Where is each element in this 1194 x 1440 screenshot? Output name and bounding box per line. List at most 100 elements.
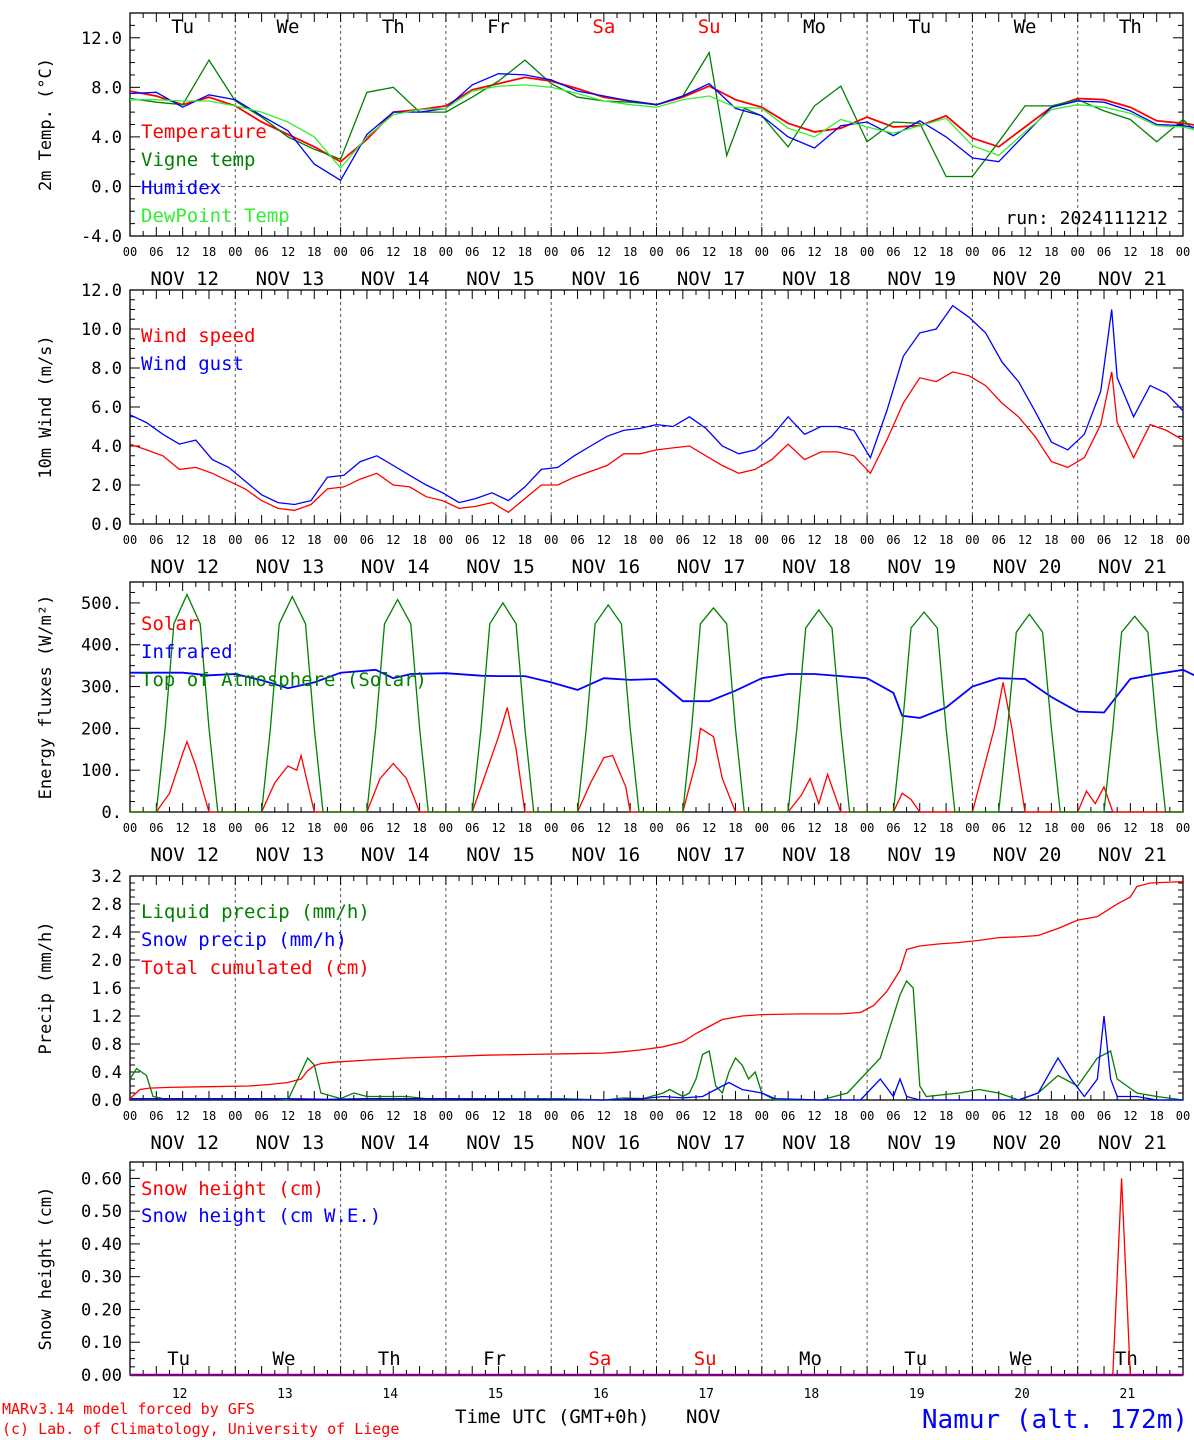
x-hour-label: 00 xyxy=(439,821,453,835)
legend-entry: Vigne temp xyxy=(141,149,255,171)
x-hour-label: 18 xyxy=(518,1109,532,1123)
x-hour-label: 00 xyxy=(544,533,558,547)
x-hour-label: 06 xyxy=(991,1109,1005,1123)
x-hour-label: 12 xyxy=(175,821,189,835)
x-hour-label: 12 xyxy=(702,821,716,835)
day-name-label: Sa xyxy=(588,1348,611,1370)
x-hour-label: 18 xyxy=(307,245,321,259)
x-date-label: NOV 21 xyxy=(1098,1132,1167,1154)
x-hour-label: 00 xyxy=(860,533,874,547)
x-hour-label: 12 xyxy=(913,245,927,259)
x-date-label: NOV 19 xyxy=(887,268,956,290)
day-name-label: Th xyxy=(1119,16,1142,38)
x-hour-label: 12 xyxy=(281,1109,295,1123)
x-hour-label: 12 xyxy=(1018,533,1032,547)
x-hour-label: 18 xyxy=(1044,533,1058,547)
y-tick-label: 0. xyxy=(102,803,122,823)
x-hour-label: 06 xyxy=(570,533,584,547)
legend-entry: Snow height (cm W.E.) xyxy=(141,1205,381,1227)
y-tick-label: 12.0 xyxy=(81,29,122,49)
x-hour-label: 06 xyxy=(254,533,268,547)
x-hour-label: 12 xyxy=(281,533,295,547)
x-day-number: 19 xyxy=(909,1387,925,1402)
day-name-label: We xyxy=(277,16,300,38)
x-date-label: NOV 13 xyxy=(256,844,325,866)
x-date-label: NOV 15 xyxy=(466,556,535,578)
x-hour-label: 18 xyxy=(518,821,532,835)
x-hour-label: 06 xyxy=(991,533,1005,547)
x-day-number: 15 xyxy=(488,1387,504,1402)
legend-entry: Snow precip (mm/h) xyxy=(141,929,347,951)
x-hour-label: 12 xyxy=(597,245,611,259)
x-date-label: NOV 12 xyxy=(150,556,219,578)
x-hour-label: 12 xyxy=(281,245,295,259)
x-hour-label: 18 xyxy=(412,533,426,547)
legend-entry: Snow height (cm) xyxy=(141,1178,324,1200)
x-hour-label: 18 xyxy=(1044,821,1058,835)
x-hour-label: 06 xyxy=(886,533,900,547)
x-hour-label: 00 xyxy=(123,533,137,547)
panel-temp: -4.0 0.0 4.0 8.0 12.0 2m Temp. (°C) 00 06 12 18 NO… xyxy=(36,12,1194,290)
x-hour-label: 00 xyxy=(123,245,137,259)
x-hour-label: 12 xyxy=(386,1109,400,1123)
x-hour-label: 00 xyxy=(1176,245,1190,259)
day-name-label: Th xyxy=(378,1348,401,1370)
x-date-label: NOV 16 xyxy=(572,268,641,290)
x-hour-label: 06 xyxy=(676,1109,690,1123)
y-tick-label: 0.8 xyxy=(91,1035,122,1055)
x-hour-label: 06 xyxy=(465,821,479,835)
x-hour-label: 12 xyxy=(807,821,821,835)
day-name-label: Th xyxy=(382,16,405,38)
day-name-label: We xyxy=(1010,1348,1033,1370)
legend-entry: Infrared xyxy=(141,641,233,663)
x-hour-label: 00 xyxy=(333,821,347,835)
x-hour-label: 00 xyxy=(755,533,769,547)
day-name-label: We xyxy=(273,1348,296,1370)
x-hour-label: 12 xyxy=(281,821,295,835)
x-hour-label: 00 xyxy=(439,533,453,547)
x-hour-label: 18 xyxy=(1149,533,1163,547)
x-hour-label: 12 xyxy=(1018,1109,1032,1123)
x-hour-label: 00 xyxy=(1176,533,1190,547)
x-hour-label: 00 xyxy=(649,1109,663,1123)
x-hour-label: 18 xyxy=(834,821,848,835)
day-name-label: Tu xyxy=(167,1348,190,1370)
x-hour-label: 18 xyxy=(412,245,426,259)
x-date-label: NOV 17 xyxy=(677,556,746,578)
x-hour-label: 18 xyxy=(202,533,216,547)
x-hour-label: 06 xyxy=(1097,1109,1111,1123)
x-hour-label: 12 xyxy=(175,1109,189,1123)
x-hour-label: 18 xyxy=(939,1109,953,1123)
x-hour-label: 06 xyxy=(570,1109,584,1123)
x-hour-label: 00 xyxy=(544,1109,558,1123)
x-date-label: NOV 17 xyxy=(677,1132,746,1154)
x-date-label: NOV 12 xyxy=(150,844,219,866)
day-name-label: Mo xyxy=(799,1348,822,1370)
x-hour-label: 12 xyxy=(597,533,611,547)
x-hour-label: 12 xyxy=(702,245,716,259)
x-hour-label: 00 xyxy=(1070,1109,1084,1123)
legend-entry: Wind gust xyxy=(141,353,244,375)
plot-frame xyxy=(129,12,1184,237)
x-hour-label: 00 xyxy=(649,533,663,547)
x-hour-label: 18 xyxy=(939,821,953,835)
x-hour-label: 00 xyxy=(755,1109,769,1123)
series-line-blue xyxy=(130,668,1194,719)
x-hour-label: 06 xyxy=(886,1109,900,1123)
x-hour-label: 18 xyxy=(1044,245,1058,259)
station-name: Namur (alt. 172m) xyxy=(922,1405,1188,1435)
x-date-label: NOV 20 xyxy=(993,1132,1062,1154)
x-date-label: NOV 18 xyxy=(782,268,851,290)
x-hour-label: 00 xyxy=(333,245,347,259)
x-date-label: NOV 19 xyxy=(887,556,956,578)
model-credit: MARv3.14 model forced by GFS xyxy=(2,1400,255,1418)
x-hour-label: 12 xyxy=(1018,245,1032,259)
x-hour-label: 12 xyxy=(1018,821,1032,835)
x-hour-label: 06 xyxy=(465,533,479,547)
y-tick-label: 0.50 xyxy=(81,1202,122,1222)
x-hour-label: 06 xyxy=(781,245,795,259)
x-hour-label: 00 xyxy=(1070,533,1084,547)
x-hour-label: 00 xyxy=(860,245,874,259)
y-tick-label: 12.0 xyxy=(81,281,122,301)
